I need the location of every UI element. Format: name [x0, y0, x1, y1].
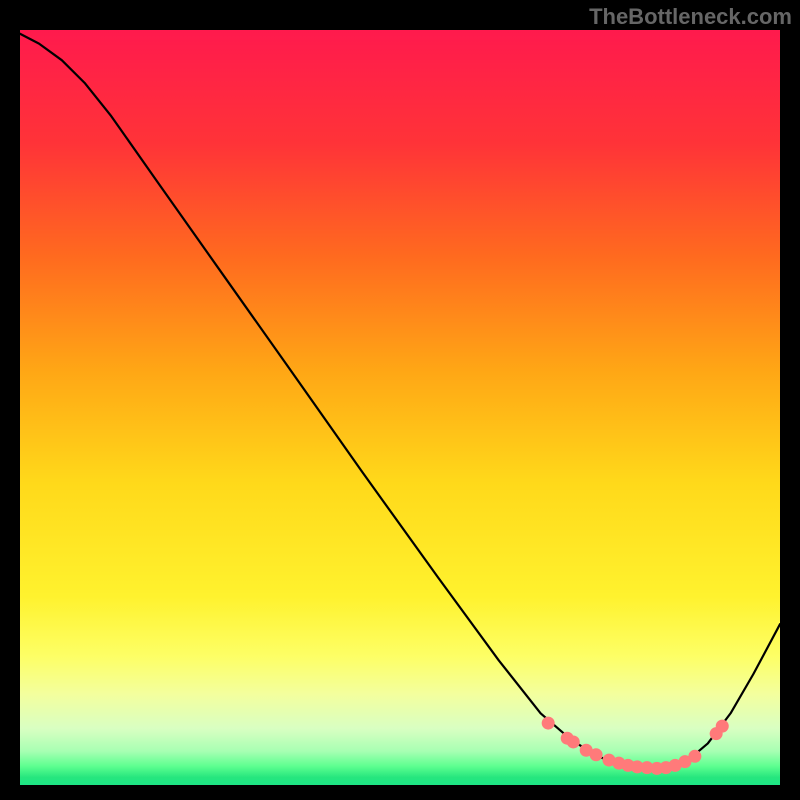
data-marker — [716, 720, 729, 733]
data-marker — [567, 735, 580, 748]
attribution-text: TheBottleneck.com — [589, 4, 792, 30]
data-marker — [590, 748, 603, 761]
data-marker — [542, 717, 555, 730]
gradient-background — [20, 30, 780, 785]
bottleneck-chart — [0, 0, 800, 800]
data-marker — [688, 750, 701, 763]
